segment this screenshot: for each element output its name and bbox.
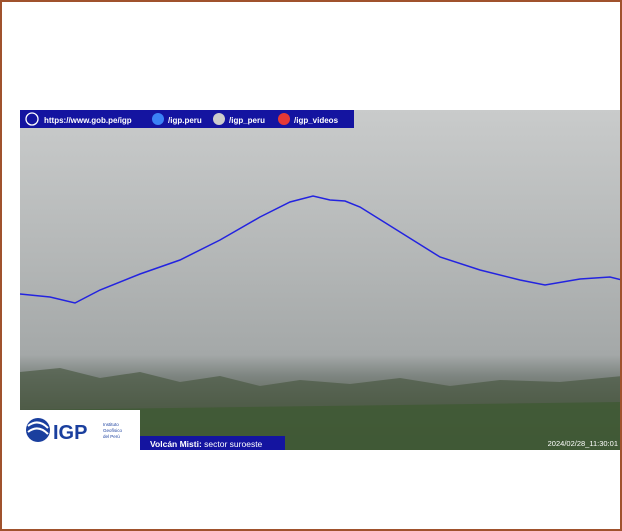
logo-name: del Perú bbox=[103, 434, 120, 439]
x-icon bbox=[213, 113, 225, 125]
link[interactable]: https://www.gob.pe/igp bbox=[44, 116, 132, 125]
webcam-image: https://www.gob.pe/igp /igp.peru /igp_pe… bbox=[20, 110, 622, 450]
caption: Volcán Misti: sector suroeste bbox=[150, 439, 263, 449]
facebook-icon bbox=[152, 113, 164, 125]
youtube-icon bbox=[278, 113, 290, 125]
caption-subtitle: sector suroeste bbox=[204, 439, 262, 449]
logo-acronym: IGP bbox=[53, 422, 87, 444]
link[interactable]: /igp_peru bbox=[229, 116, 265, 125]
logo-name: Instituto bbox=[103, 422, 119, 427]
link[interactable]: /igp.peru bbox=[168, 116, 202, 125]
caption-title: Volcán Misti: bbox=[150, 439, 202, 449]
link[interactable]: /igp_videos bbox=[294, 116, 339, 125]
timestamp: 2024/02/28_11:30:01 bbox=[548, 439, 618, 448]
logo-name: Geofísico bbox=[103, 428, 123, 433]
page-frame: https://www.gob.pe/igp /igp.peru /igp_pe… bbox=[0, 0, 622, 531]
